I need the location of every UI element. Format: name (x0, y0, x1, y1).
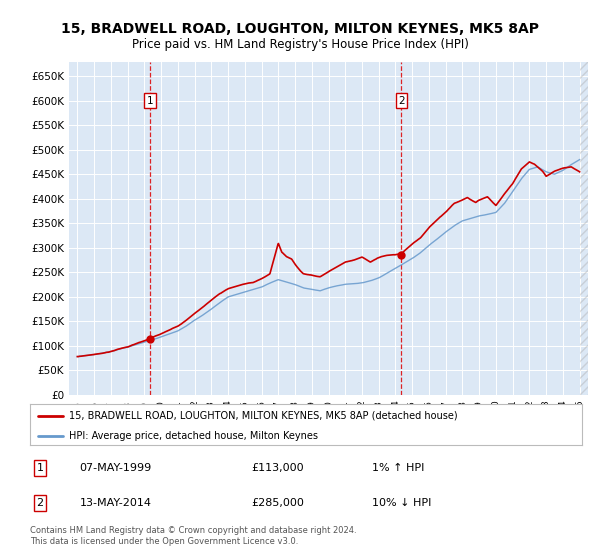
Text: 1% ↑ HPI: 1% ↑ HPI (372, 463, 425, 473)
Text: 1: 1 (37, 463, 43, 473)
Text: HPI: Average price, detached house, Milton Keynes: HPI: Average price, detached house, Milt… (68, 431, 317, 441)
Text: 13-MAY-2014: 13-MAY-2014 (80, 498, 152, 508)
Text: 07-MAY-1999: 07-MAY-1999 (80, 463, 152, 473)
Text: 2: 2 (37, 498, 43, 508)
Text: 2: 2 (398, 96, 405, 106)
Text: Price paid vs. HM Land Registry's House Price Index (HPI): Price paid vs. HM Land Registry's House … (131, 38, 469, 50)
Text: 1: 1 (147, 96, 154, 106)
Text: 15, BRADWELL ROAD, LOUGHTON, MILTON KEYNES, MK5 8AP: 15, BRADWELL ROAD, LOUGHTON, MILTON KEYN… (61, 22, 539, 36)
Text: 15, BRADWELL ROAD, LOUGHTON, MILTON KEYNES, MK5 8AP (detached house): 15, BRADWELL ROAD, LOUGHTON, MILTON KEYN… (68, 411, 457, 421)
Text: 10% ↓ HPI: 10% ↓ HPI (372, 498, 431, 508)
Text: £113,000: £113,000 (251, 463, 304, 473)
Text: Contains HM Land Registry data © Crown copyright and database right 2024.
This d: Contains HM Land Registry data © Crown c… (30, 526, 356, 546)
Text: £285,000: £285,000 (251, 498, 304, 508)
